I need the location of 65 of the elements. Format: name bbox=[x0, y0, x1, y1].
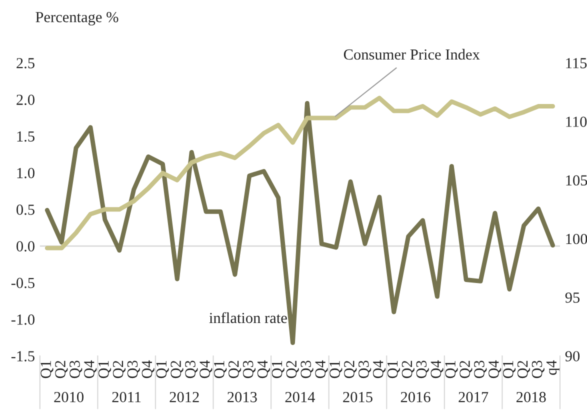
y2-tick-label: 90 bbox=[565, 351, 580, 362]
line-series bbox=[44, 100, 555, 345]
y-tick-label: 2.5 bbox=[16, 58, 34, 68]
x-tick-label: Q1 bbox=[214, 361, 227, 378]
y2-tick-label: 100 bbox=[566, 234, 587, 244]
x-tick-label: Q4 bbox=[142, 360, 154, 378]
text: Consumer Price Index bbox=[344, 48, 480, 60]
text: 2018 bbox=[516, 392, 546, 402]
x-tick-label: Q1 bbox=[40, 361, 54, 378]
x-tick-label: Q2 bbox=[228, 360, 242, 378]
x-tick-label: Q2 bbox=[460, 360, 472, 378]
y-tick-label: -1.5 bbox=[11, 351, 34, 362]
line-series bbox=[44, 96, 555, 250]
y-tick-label: 0.5 bbox=[16, 204, 34, 215]
x-tick-label: Q2 bbox=[402, 360, 414, 378]
x-tick-label: Q1 bbox=[272, 361, 284, 378]
x-tick-label: Q4 bbox=[257, 360, 270, 378]
y2-tick-label: 95 bbox=[565, 292, 580, 303]
x-tick-label: Q4 bbox=[84, 360, 97, 378]
x-tick-label: Q4 bbox=[372, 360, 386, 378]
x-tick-label: Q3 bbox=[532, 360, 544, 378]
text: 2010 bbox=[54, 392, 84, 402]
y-tick-label: -0.5 bbox=[11, 278, 34, 288]
x-tick-label: Q1 bbox=[156, 361, 169, 378]
y-axis-title: Percentage % bbox=[36, 12, 118, 26]
x-tick-label: Q2 bbox=[55, 360, 68, 378]
text: 2014 bbox=[285, 392, 315, 402]
text: 2012 bbox=[170, 392, 199, 402]
x-tick-label: Q3 bbox=[358, 360, 372, 378]
text: 2011 bbox=[112, 392, 141, 402]
x-tick-label: Q4 bbox=[488, 360, 502, 378]
y2-tick-label: 115 bbox=[566, 58, 587, 68]
text: 2017 bbox=[458, 392, 488, 402]
x-tick-label: Q3 bbox=[242, 360, 256, 378]
x-tick-label: Q2 bbox=[344, 360, 357, 378]
x-tick-label: Q2 bbox=[286, 360, 299, 378]
x-tick-label: Q3 bbox=[300, 360, 314, 378]
y-tick-label: -1.0 bbox=[11, 314, 34, 325]
y-tick-label: 2.0 bbox=[16, 94, 34, 106]
x-tick-label: Q3 bbox=[416, 360, 429, 378]
x-tick-label: Q2 bbox=[112, 360, 126, 378]
text: 2013 bbox=[228, 392, 257, 402]
x-tick-label: Q4 bbox=[430, 360, 444, 378]
x-tick-label: q4 bbox=[546, 360, 560, 375]
y-tick-label: 1.0 bbox=[17, 168, 34, 178]
x-tick-label: Q1 bbox=[330, 361, 342, 378]
x-tick-label: Q2 bbox=[170, 360, 184, 378]
y2-tick-label: 110 bbox=[566, 116, 587, 127]
x-tick-label: Q4 bbox=[315, 360, 328, 378]
x-tick-label: Q1 bbox=[98, 361, 112, 378]
x-tick-label: Q3 bbox=[70, 360, 82, 378]
x-tick-label: Q3 bbox=[474, 360, 487, 378]
x-tick-label: Q2 bbox=[517, 360, 530, 378]
text: 2015 bbox=[343, 392, 372, 402]
text: 2016 bbox=[400, 392, 430, 402]
x-tick-label: Q3 bbox=[185, 360, 198, 378]
series-label: inflation rate bbox=[209, 312, 287, 324]
x-tick-label: Q4 bbox=[200, 360, 212, 378]
x-tick-label: Q3 bbox=[127, 360, 140, 378]
y-tick-label: 1.5 bbox=[17, 131, 34, 142]
y2-tick-label: 105 bbox=[566, 175, 587, 186]
x-tick-label: Q1 bbox=[502, 361, 516, 378]
x-tick-label: Q1 bbox=[387, 361, 400, 378]
x-tick-label: Q1 bbox=[445, 361, 458, 378]
y-tick-label: 0.0 bbox=[16, 241, 34, 252]
